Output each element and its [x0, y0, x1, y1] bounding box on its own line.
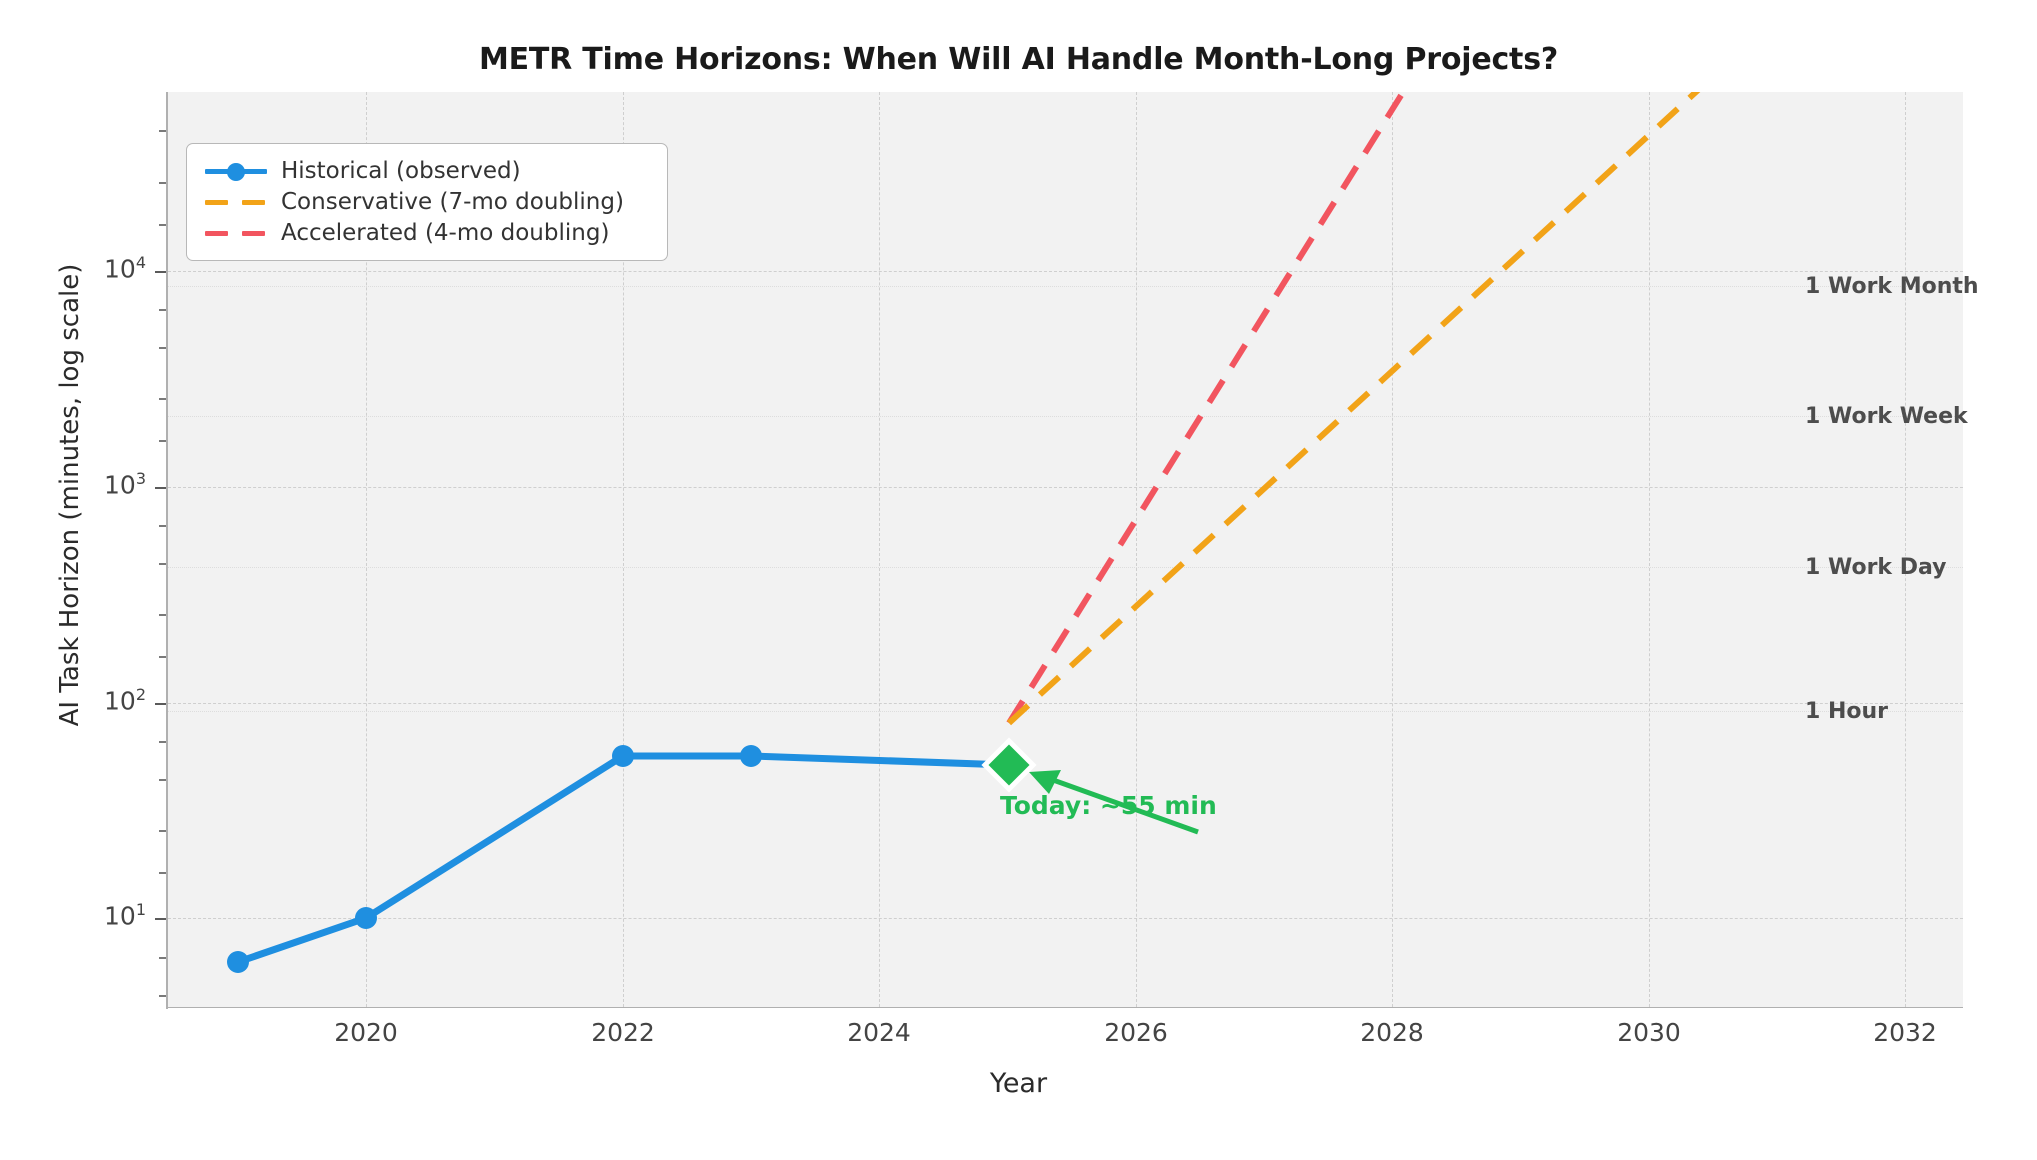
y-tick-10 [155, 918, 166, 920]
y-tick-label-1000: 103 [104, 469, 146, 500]
y-tick-minor [159, 741, 166, 743]
x-tick-label-2022: 2022 [591, 1018, 655, 1047]
series-line-accelerated [1006, 92, 1407, 725]
gridline-y-10000 [168, 271, 1963, 272]
gridline-x-2032 [1905, 92, 1906, 1007]
y-tick-100 [155, 703, 166, 705]
gridline-y-100 [168, 703, 1963, 704]
legend-item-historical[interactable]: Historical (observed) [203, 155, 651, 186]
x-tick-label-2032: 2032 [1873, 1018, 1937, 1047]
legend-symbol-conservative-icon [203, 189, 269, 215]
y-axis-spine [166, 92, 168, 1009]
y-tick-minor [159, 182, 166, 184]
y-tick-1000 [155, 487, 166, 489]
reference-label-one-hour: 1 Hour [1805, 699, 1889, 724]
legend-symbol-accelerated-icon [203, 220, 269, 246]
legend-symbol-historical-icon [203, 158, 269, 184]
x-tick-label-2026: 2026 [1104, 1018, 1168, 1047]
reference-line-work-month [168, 286, 1963, 287]
x-axis-label: Year [989, 1068, 1048, 1099]
x-tick-label-2020: 2020 [334, 1018, 398, 1047]
gridline-x-2026 [1136, 92, 1137, 1007]
reference-line-work-day [168, 567, 1963, 568]
gridline-y-1000 [168, 487, 1963, 488]
reference-line-one-hour [168, 711, 1963, 712]
plot-clip [168, 92, 1963, 1007]
y-tick-label-10: 101 [104, 900, 146, 931]
legend-label-historical: Historical (observed) [281, 157, 521, 184]
y-tick-minor [159, 563, 166, 565]
y-tick-minor [159, 872, 166, 874]
y-tick-minor [159, 347, 166, 349]
y-tick-minor [159, 656, 166, 658]
x-tick-label-2030: 2030 [1617, 1018, 1681, 1047]
legend-label-conservative: Conservative (7-mo doubling) [281, 188, 624, 215]
x-tick-label-2024: 2024 [847, 1018, 911, 1047]
series-plot [227, 92, 1701, 973]
y-tick-minor [159, 398, 166, 400]
y-tick-minor [159, 224, 166, 226]
legend-item-conservative[interactable]: Conservative (7-mo doubling) [203, 186, 651, 217]
annotation-arrowhead [1029, 770, 1061, 794]
y-tick-minor [159, 830, 166, 832]
y-tick-minor [159, 525, 166, 527]
gridline-x-2024 [879, 92, 880, 1007]
series-line-historical [234, 752, 1013, 966]
chart-legend[interactable]: Historical (observed) Conservative (7-mo… [186, 143, 668, 261]
reference-label-work-day: 1 Work Day [1805, 555, 1947, 580]
reference-label-work-week: 1 Work Week [1805, 404, 1968, 429]
gridline-x-2020 [366, 92, 367, 1007]
chart-title: METR Time Horizons: When Will AI Handle … [478, 42, 1559, 77]
x-tick-label-2028: 2028 [1360, 1018, 1424, 1047]
annotation-arrow [1041, 773, 1199, 835]
y-tick-minor [159, 957, 166, 959]
gridline-x-2022 [623, 92, 624, 1007]
y-tick-minor [159, 309, 166, 311]
y-tick-label-10000: 104 [104, 253, 146, 284]
data-point-2020 [355, 907, 377, 929]
y-tick-minor [159, 130, 166, 132]
data-point-2022 [612, 745, 634, 767]
gridline-x-2028 [1392, 92, 1393, 1007]
data-point-2019 [227, 951, 249, 973]
reference-label-work-month: 1 Work Month [1805, 274, 1979, 299]
today-marker-diamond [981, 737, 1037, 793]
legend-item-accelerated[interactable]: Accelerated (4-mo doubling) [203, 217, 651, 248]
gridline-x-2030 [1649, 92, 1650, 1007]
data-point-2023 [740, 745, 762, 767]
y-tick-10000 [155, 271, 166, 273]
y-tick-minor [159, 779, 166, 781]
today-annotation-label: Today: ~55 min [1000, 791, 1217, 820]
y-axis-label: AI Task Horizon (minutes, log scale) [55, 263, 85, 727]
y-tick-minor [159, 614, 166, 616]
reference-line-work-week [168, 416, 1963, 417]
legend-label-accelerated: Accelerated (4-mo doubling) [281, 219, 610, 246]
gridline-y-10 [168, 918, 1963, 919]
series-line-conservative [1006, 92, 1701, 726]
y-tick-minor [159, 995, 166, 997]
y-tick-minor [159, 440, 166, 442]
y-tick-label-100: 102 [104, 685, 146, 716]
